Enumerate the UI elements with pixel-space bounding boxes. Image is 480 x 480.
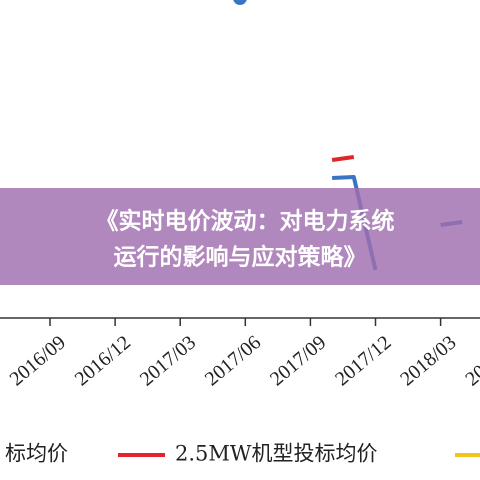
series-line <box>331 155 355 162</box>
legend-text: 标均价 <box>5 442 68 466</box>
x-tick-label: 2016/12 <box>71 331 135 390</box>
x-tick-label: 2016/09 <box>6 331 70 390</box>
banner-title-line: 《实时电价波动：对电力系统 <box>96 208 395 235</box>
x-tick-label: 2018/03 <box>396 331 460 390</box>
x-tick-label: 2017/03 <box>136 331 200 390</box>
x-tick-label: 2017/12 <box>331 331 395 390</box>
legend-text: 2.5MW机型投标均价 <box>175 442 377 466</box>
banner-title-line: 运行的影响与应对策略》 <box>114 244 367 271</box>
top-dot <box>233 0 247 5</box>
x-tick-label: 2018/06 <box>461 331 480 390</box>
x-tick-label: 2017/09 <box>266 331 330 390</box>
title-banner <box>0 188 480 285</box>
x-tick-label: 2017/06 <box>201 331 265 390</box>
